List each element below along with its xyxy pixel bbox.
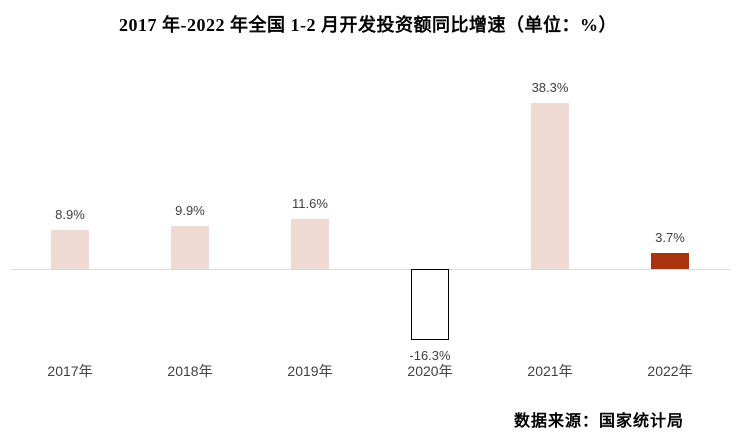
bar-2021年 [531, 103, 569, 269]
bar-value-label: 8.9% [55, 207, 85, 222]
bar-2018年 [171, 226, 209, 269]
bar-2019年 [291, 219, 329, 269]
bar-value-label: 9.9% [175, 203, 205, 218]
bar-value-label: -16.3% [409, 348, 451, 363]
x-tick-label: 2018年 [167, 363, 213, 379]
x-tick-label: 2020年 [407, 363, 453, 379]
x-tick-label: 2022年 [647, 363, 693, 379]
bar-value-label: 38.3% [531, 80, 569, 95]
data-source-note: 数据来源：国家统计局 [513, 413, 684, 430]
bar-value-label: 11.6% [292, 196, 328, 211]
x-tick-label: 2021年 [527, 363, 573, 379]
x-axis-line [11, 269, 730, 270]
bar-2017年 [51, 230, 89, 269]
bar-2020年 [411, 269, 449, 340]
chart-title: 2017 年-2022 年全国 1-2 月开发投资额同比增速（单位：%） [119, 15, 617, 35]
x-tick-label: 2019年 [287, 363, 333, 379]
x-tick-label: 2017年 [47, 363, 93, 379]
bar-2022年 [651, 253, 689, 269]
bar-value-label: 3.7% [655, 230, 685, 245]
